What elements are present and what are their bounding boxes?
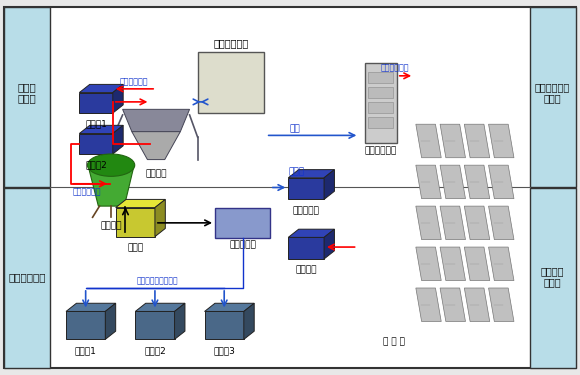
- Bar: [530, 188, 576, 368]
- Polygon shape: [488, 288, 514, 321]
- Text: 세척장치: 세척장치: [146, 169, 167, 178]
- Bar: [79, 93, 113, 113]
- Bar: [368, 102, 393, 113]
- Polygon shape: [465, 165, 490, 199]
- Polygon shape: [440, 247, 466, 280]
- Polygon shape: [324, 229, 335, 259]
- Bar: [205, 312, 244, 339]
- Text: 재생수탱크: 재생수탱크: [293, 206, 320, 215]
- Text: 처리폐액이송: 처리폐액이송: [72, 188, 101, 196]
- Bar: [365, 63, 397, 143]
- Text: 이동: 이동: [290, 124, 301, 134]
- Polygon shape: [122, 110, 190, 132]
- Polygon shape: [488, 247, 514, 280]
- Text: 건조기3: 건조기3: [213, 346, 235, 355]
- Text: 폐액탱크: 폐액탱크: [295, 266, 317, 274]
- Polygon shape: [79, 125, 123, 134]
- Polygon shape: [205, 303, 254, 312]
- Polygon shape: [135, 303, 185, 312]
- Polygon shape: [244, 303, 254, 339]
- Polygon shape: [288, 229, 335, 237]
- Polygon shape: [416, 288, 441, 321]
- Polygon shape: [488, 206, 514, 240]
- Text: 가스정화장치: 가스정화장치: [364, 147, 397, 156]
- Bar: [288, 178, 324, 200]
- Text: 탈수토양염전물이송: 탈수토양염전물이송: [136, 276, 178, 285]
- Bar: [368, 117, 393, 128]
- Polygon shape: [79, 84, 123, 93]
- Bar: [66, 312, 106, 339]
- Polygon shape: [106, 303, 115, 339]
- Text: 폐액조1: 폐액조1: [85, 120, 107, 129]
- Polygon shape: [416, 124, 441, 158]
- Bar: [368, 87, 393, 98]
- Text: 세척폐액순환: 세척폐액순환: [120, 77, 148, 86]
- Bar: [79, 134, 113, 154]
- Polygon shape: [465, 206, 490, 240]
- Polygon shape: [488, 124, 514, 158]
- Polygon shape: [115, 200, 165, 208]
- Text: 폐액조2: 폐액조2: [85, 161, 107, 170]
- Polygon shape: [113, 125, 123, 154]
- Polygon shape: [416, 247, 441, 280]
- Polygon shape: [288, 170, 335, 178]
- Text: 중화장치: 중화장치: [100, 221, 122, 230]
- Bar: [4, 188, 50, 368]
- Text: 건조기2: 건조기2: [144, 346, 166, 355]
- Text: 동 전 기: 동 전 기: [383, 338, 405, 347]
- Polygon shape: [440, 206, 466, 240]
- Polygon shape: [465, 247, 490, 280]
- Text: 건조기1: 건조기1: [75, 346, 97, 355]
- Polygon shape: [88, 165, 134, 206]
- Polygon shape: [416, 165, 441, 199]
- Bar: [115, 208, 155, 237]
- Polygon shape: [416, 206, 441, 240]
- Text: 자체처분
저장고: 자체처분 저장고: [541, 266, 564, 288]
- Polygon shape: [440, 124, 466, 158]
- Bar: [198, 52, 264, 113]
- Bar: [530, 7, 576, 188]
- Ellipse shape: [88, 154, 135, 176]
- Text: 필터프레스: 필터프레스: [229, 240, 256, 249]
- Text: 방사선관리실: 방사선관리실: [9, 272, 46, 282]
- Polygon shape: [440, 165, 466, 199]
- Text: 유해가스정화: 유해가스정화: [380, 64, 409, 73]
- Polygon shape: [440, 288, 466, 321]
- Bar: [288, 237, 324, 259]
- Polygon shape: [465, 288, 490, 321]
- Text: 농축조: 농축조: [127, 243, 143, 252]
- Text: 폐기물
인수설: 폐기물 인수설: [18, 82, 37, 104]
- Bar: [215, 208, 270, 238]
- Bar: [135, 312, 175, 339]
- Text: 방사선폐기물
저장고: 방사선폐기물 저장고: [535, 82, 570, 104]
- Text: 재생수: 재생수: [289, 167, 305, 176]
- Bar: [4, 7, 50, 188]
- Polygon shape: [488, 165, 514, 199]
- Polygon shape: [175, 303, 185, 339]
- Polygon shape: [113, 84, 123, 113]
- Polygon shape: [155, 200, 165, 237]
- Polygon shape: [132, 132, 180, 160]
- Text: 토양토출장치: 토양토출장치: [213, 38, 249, 48]
- Polygon shape: [324, 170, 335, 200]
- Polygon shape: [465, 124, 490, 158]
- Bar: [368, 72, 393, 83]
- Polygon shape: [66, 303, 115, 312]
